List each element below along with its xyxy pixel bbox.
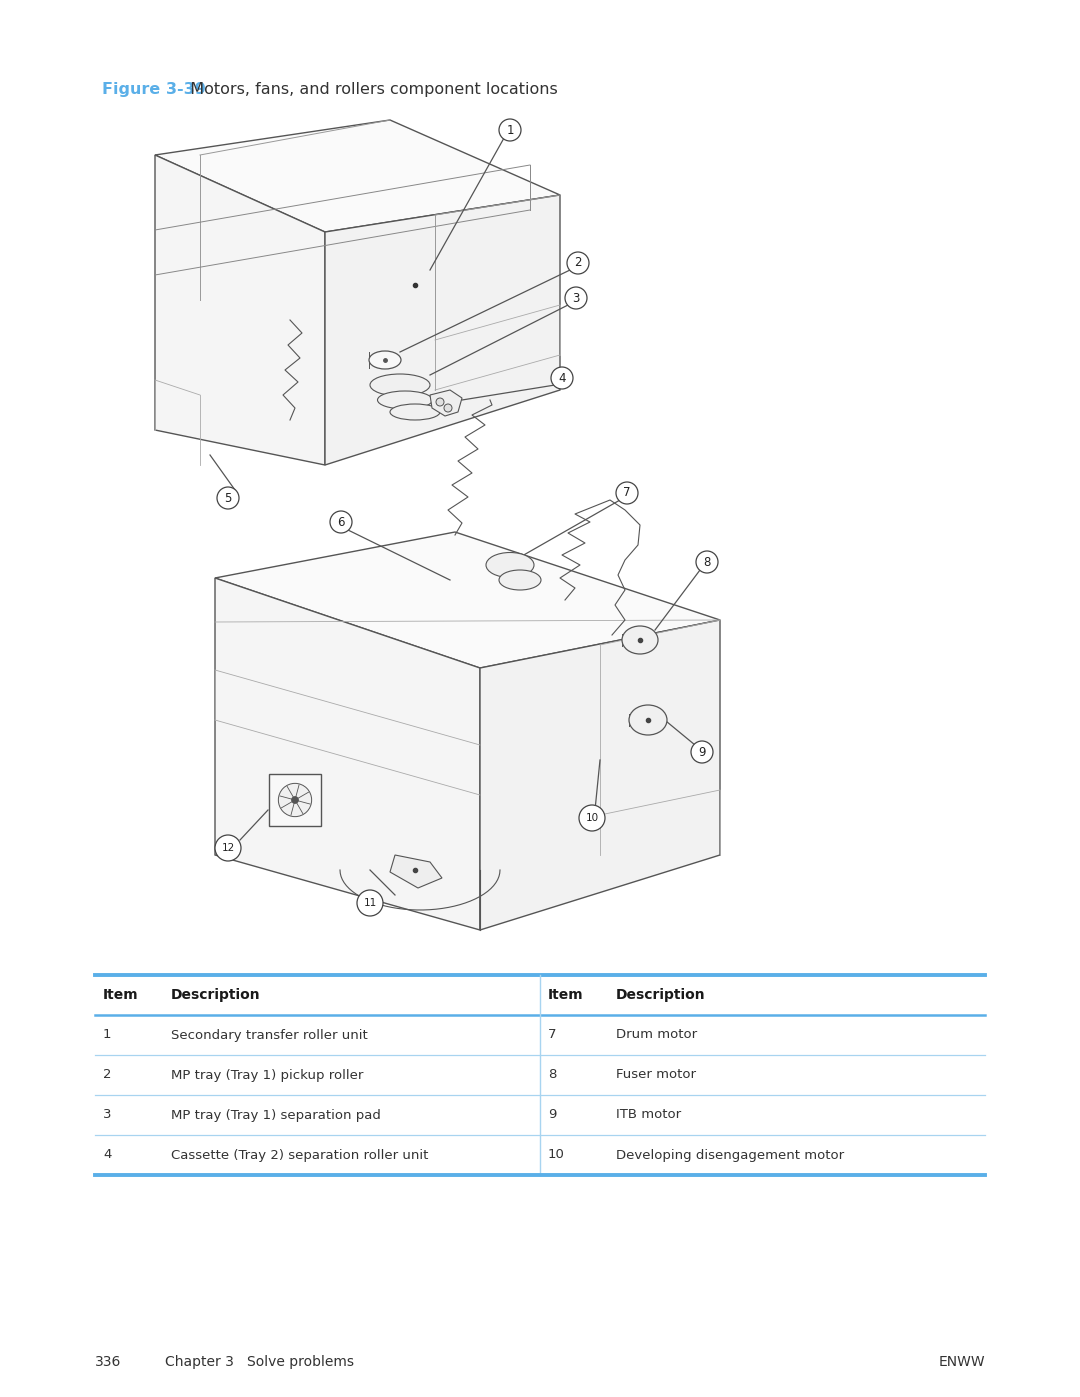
Circle shape [565,286,588,309]
Circle shape [279,784,312,817]
Text: 3: 3 [572,292,580,305]
FancyBboxPatch shape [269,774,321,826]
Circle shape [357,890,383,916]
Text: 8: 8 [548,1069,556,1081]
Ellipse shape [378,391,432,409]
Text: 10: 10 [585,813,598,823]
Text: 3: 3 [103,1108,111,1122]
Text: 6: 6 [337,515,345,528]
Text: 9: 9 [699,746,705,759]
Circle shape [217,488,239,509]
Text: Secondary transfer roller unit: Secondary transfer roller unit [171,1028,367,1042]
Ellipse shape [499,570,541,590]
Circle shape [499,119,521,141]
Text: 10: 10 [548,1148,565,1161]
Polygon shape [480,620,720,930]
Text: 8: 8 [703,556,711,569]
Text: 336: 336 [95,1355,121,1369]
Circle shape [330,511,352,534]
Text: ITB motor: ITB motor [616,1108,680,1122]
Text: Figure 3-39: Figure 3-39 [102,82,206,96]
Circle shape [436,398,444,407]
Ellipse shape [622,626,658,654]
Ellipse shape [629,705,667,735]
Ellipse shape [390,404,440,420]
Text: 2: 2 [103,1069,111,1081]
Polygon shape [325,196,561,465]
Polygon shape [430,390,462,416]
Text: 1: 1 [103,1028,111,1042]
Polygon shape [156,155,325,465]
Circle shape [691,740,713,763]
Text: 5: 5 [225,492,232,504]
Circle shape [551,367,573,388]
Text: 1: 1 [507,123,514,137]
Circle shape [579,805,605,831]
Ellipse shape [370,374,430,395]
Ellipse shape [486,552,534,577]
Text: 12: 12 [221,842,234,854]
Polygon shape [215,532,720,668]
Text: Description: Description [171,988,260,1002]
Text: 11: 11 [363,898,377,908]
Text: MP tray (Tray 1) separation pad: MP tray (Tray 1) separation pad [171,1108,380,1122]
Text: Developing disengagement motor: Developing disengagement motor [616,1148,843,1161]
Text: ENWW: ENWW [939,1355,985,1369]
Text: Motors, fans, and rollers component locations: Motors, fans, and rollers component loca… [180,82,557,96]
Circle shape [444,404,453,412]
Text: MP tray (Tray 1) pickup roller: MP tray (Tray 1) pickup roller [171,1069,363,1081]
Text: Description: Description [616,988,705,1002]
Circle shape [215,835,241,861]
Text: 4: 4 [558,372,566,384]
Circle shape [567,251,589,274]
Polygon shape [215,578,480,930]
Text: Chapter 3   Solve problems: Chapter 3 Solve problems [165,1355,354,1369]
Text: Cassette (Tray 2) separation roller unit: Cassette (Tray 2) separation roller unit [171,1148,428,1161]
Text: 4: 4 [103,1148,111,1161]
Text: Drum motor: Drum motor [616,1028,697,1042]
Text: 2: 2 [575,257,582,270]
Polygon shape [156,120,561,232]
Circle shape [616,482,638,504]
Ellipse shape [369,351,401,369]
Text: Item: Item [103,988,138,1002]
Text: 7: 7 [623,486,631,500]
Text: Item: Item [548,988,583,1002]
Circle shape [292,796,298,803]
Text: 7: 7 [548,1028,556,1042]
Text: 9: 9 [548,1108,556,1122]
Text: Fuser motor: Fuser motor [616,1069,696,1081]
Circle shape [696,550,718,573]
Polygon shape [390,855,442,888]
